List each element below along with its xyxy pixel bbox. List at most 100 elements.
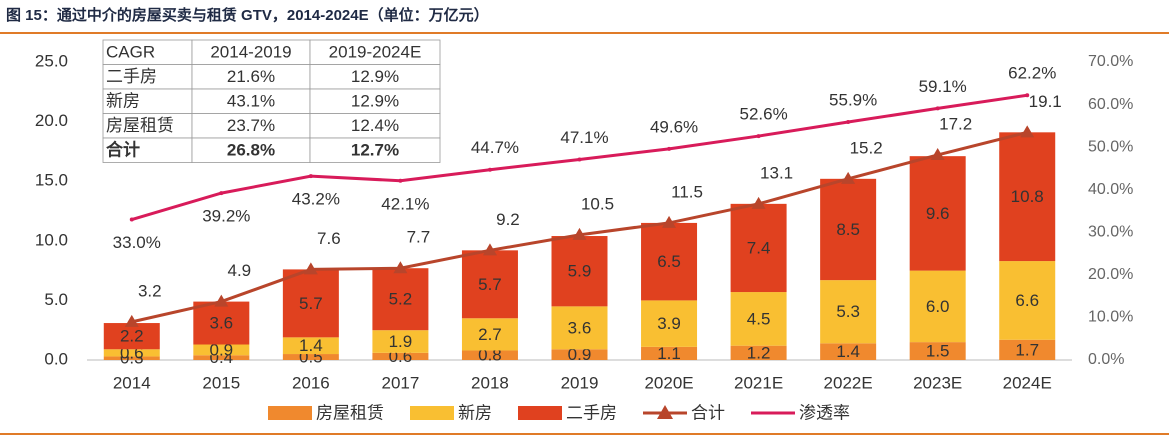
x-tick-label: 2022E (824, 373, 873, 392)
line-marker (662, 215, 677, 228)
y2-tick-label: 70.0% (1088, 53, 1133, 70)
rate-label: 43.2% (292, 190, 340, 209)
table-text: 房屋租赁 (106, 116, 174, 135)
y2-tick-label: 10.0% (1088, 309, 1133, 326)
table-cell (102, 64, 193, 90)
line-point (756, 134, 761, 139)
line-marker (124, 314, 139, 327)
bar-segment (909, 270, 966, 343)
bar-segment (372, 352, 429, 360)
bar-segment (641, 346, 698, 360)
bar-value-label: 2.7 (478, 325, 502, 344)
bar-value-label: 6.6 (1015, 291, 1039, 310)
bar-value-label: 5.9 (568, 262, 592, 281)
total-label: 11.5 (671, 182, 703, 201)
y2-tick-label: 30.0% (1088, 224, 1133, 241)
bar-value-label: 0.9 (209, 340, 233, 359)
line-point (308, 174, 313, 179)
x-tick-label: 2017 (381, 373, 419, 392)
bar-segment (820, 280, 877, 344)
table-cell (309, 64, 441, 90)
legend-label: 渗透率 (799, 403, 850, 422)
y2-tick-label: 0.0% (1088, 351, 1124, 368)
bar-value-label: 5.3 (836, 302, 860, 321)
line-marker (572, 227, 587, 240)
legend-swatch (268, 406, 312, 420)
line-marker (930, 147, 945, 160)
table-text: 12.9% (351, 92, 399, 111)
rate-label: 59.1% (919, 77, 967, 96)
line-point (935, 106, 940, 111)
x-tick-label: 2019 (561, 373, 599, 392)
bar-segment (820, 343, 877, 360)
bar-value-label: 2.2 (120, 327, 144, 346)
bar-segment (193, 301, 250, 345)
chart-title: 图 15：通过中介的房屋买卖与租赁 GTV，2014-2024E（单位：万亿元） (6, 6, 489, 24)
bar-segment (909, 342, 966, 360)
table-text: 43.1% (227, 92, 275, 111)
bar-value-label: 1.7 (1015, 340, 1039, 359)
bar-value-label: 3.6 (568, 318, 592, 337)
table-cell (191, 137, 311, 163)
bar-value-label: 1.5 (926, 342, 950, 361)
bar-segment (909, 156, 966, 271)
rate-label: 52.6% (739, 105, 787, 124)
total-label: 7.6 (317, 229, 341, 248)
bar-segment (641, 300, 698, 347)
rate-label: 47.1% (560, 128, 608, 147)
bar-segment (193, 355, 250, 360)
line-point (129, 217, 134, 222)
bar-value-label: 0.9 (568, 345, 592, 364)
rate-label: 55.9% (829, 91, 877, 110)
y-tick-label: 0.0 (44, 349, 68, 368)
bar-value-label: 6.0 (926, 297, 950, 316)
total-label: 13.1 (760, 163, 793, 182)
bar-segment (282, 337, 339, 355)
table-text: 新房 (106, 92, 140, 111)
legend-swatch (518, 406, 562, 420)
bar-segment (551, 349, 608, 360)
line-point (487, 167, 492, 172)
legend-label: 合计 (691, 403, 725, 422)
bar-segment (103, 349, 160, 357)
bar-segment (282, 354, 339, 360)
line-marker (751, 196, 766, 209)
total-label: 9.2 (496, 210, 520, 229)
total-label: 17.2 (939, 114, 972, 133)
table-text: 合计 (106, 140, 140, 160)
bar-segment (999, 132, 1056, 262)
total-label: 15.2 (850, 138, 883, 157)
bar-value-label: 3.6 (209, 314, 233, 333)
line-marker (214, 294, 229, 307)
x-tick-label: 2014 (113, 373, 151, 392)
y2-tick-label: 40.0% (1088, 181, 1133, 198)
legend-label: 二手房 (566, 403, 617, 422)
line-marker (393, 261, 408, 274)
bar-value-label: 7.4 (747, 238, 771, 257)
bar-value-label: 1.2 (747, 343, 771, 362)
bar-value-label: 1.4 (836, 342, 860, 361)
bar-value-label: 8.5 (836, 220, 860, 239)
line-point (1025, 93, 1030, 98)
total-label: 3.2 (138, 281, 162, 300)
table-text: CAGR (106, 43, 155, 62)
bar-segment (641, 222, 698, 301)
bar-segment (461, 350, 518, 360)
line-marker (1020, 125, 1035, 138)
bar-segment (820, 178, 877, 281)
line-marker (482, 243, 497, 256)
total-label: 4.9 (227, 261, 251, 280)
table-text: 12.7% (351, 141, 399, 160)
table-text: 二手房 (106, 67, 157, 86)
bar-segment (551, 306, 608, 350)
x-tick-label: 2015 (202, 373, 240, 392)
y2-tick-label: 20.0% (1088, 266, 1133, 283)
rate-label: 44.7% (471, 138, 519, 157)
bar-segment (193, 344, 250, 356)
y-tick-label: 20.0 (35, 111, 68, 130)
table-cell (191, 39, 311, 65)
table-cell (309, 113, 441, 139)
total-label: 10.5 (581, 194, 614, 213)
table-text: 2014-2019 (210, 43, 291, 62)
rate-label: 62.2% (1008, 64, 1056, 83)
